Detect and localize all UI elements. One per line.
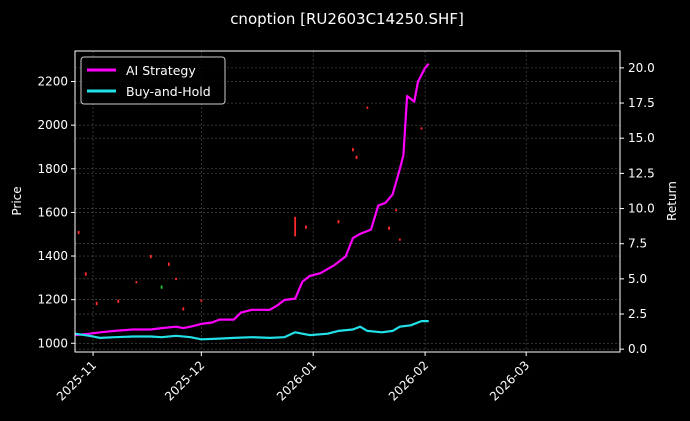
price-candle: [160, 285, 163, 289]
price-candle: [337, 220, 340, 224]
y2-tick-label: 15.0: [628, 131, 655, 145]
price-candle: [420, 127, 423, 130]
y-tick-label: 1800: [37, 162, 68, 176]
price-candle: [200, 299, 203, 302]
legend-label-ai-strategy: AI Strategy: [126, 63, 196, 78]
y-tick-label: 1000: [37, 336, 68, 350]
series-lines: [74, 62, 430, 341]
price-candle: [175, 277, 177, 281]
legend: AI Strategy Buy-and-Hold: [80, 56, 226, 105]
price-candle: [149, 254, 152, 259]
price-candle: [398, 238, 401, 241]
price-candle: [84, 272, 87, 276]
y-axis-label: Price: [10, 186, 24, 215]
price-candle: [294, 216, 297, 237]
chart-title: cnoption [RU2603C14250.SHF]: [230, 10, 464, 28]
y2-tick-label: 0.0: [628, 342, 647, 356]
series-line-buy-and-hold: [74, 320, 429, 341]
price-candle: [117, 299, 120, 303]
y2-tick-label: 12.5: [628, 166, 655, 180]
price-candle: [135, 281, 138, 284]
price-candle: [388, 226, 390, 230]
y-tick-label: 1200: [37, 293, 68, 307]
y-tick-label: 1600: [37, 205, 68, 219]
y2-tick-label: 10.0: [628, 202, 655, 216]
price-candle: [182, 307, 185, 311]
y-tick-label: 1400: [37, 249, 68, 263]
price-candle: [77, 230, 80, 235]
y-tick-label: 2000: [37, 118, 68, 132]
plot-frame: [74, 50, 621, 353]
price-candle: [95, 301, 98, 306]
legend-box: [80, 56, 226, 105]
y2-tick-label: 20.0: [628, 61, 655, 75]
y-tick-label: 2200: [37, 75, 68, 89]
legend-label-buy-and-hold: Buy-and-Hold: [126, 84, 211, 99]
y2-axis-label: Return: [665, 181, 679, 221]
y-axis-right: 0.0 2.5 5.0 7.5 10.0 12.5 15.0 17.5 20.0: [620, 61, 655, 356]
price-candle: [355, 155, 358, 159]
y-axis-left: 1000 1200 1400 1600 1800 2000 2200: [37, 75, 75, 350]
y2-tick-label: 2.5: [628, 307, 647, 321]
y2-tick-label: 17.5: [628, 96, 655, 110]
y2-tick-label: 7.5: [628, 237, 647, 251]
series-line-ai-strategy: [74, 62, 430, 337]
price-candle: [352, 148, 354, 152]
price-candle: [395, 209, 398, 212]
price-candle: [167, 262, 170, 266]
price-candle: [305, 225, 307, 229]
price-marks: [77, 106, 423, 311]
price-candle: [366, 106, 369, 109]
grid: [75, 51, 620, 352]
y2-tick-label: 5.0: [628, 272, 647, 286]
